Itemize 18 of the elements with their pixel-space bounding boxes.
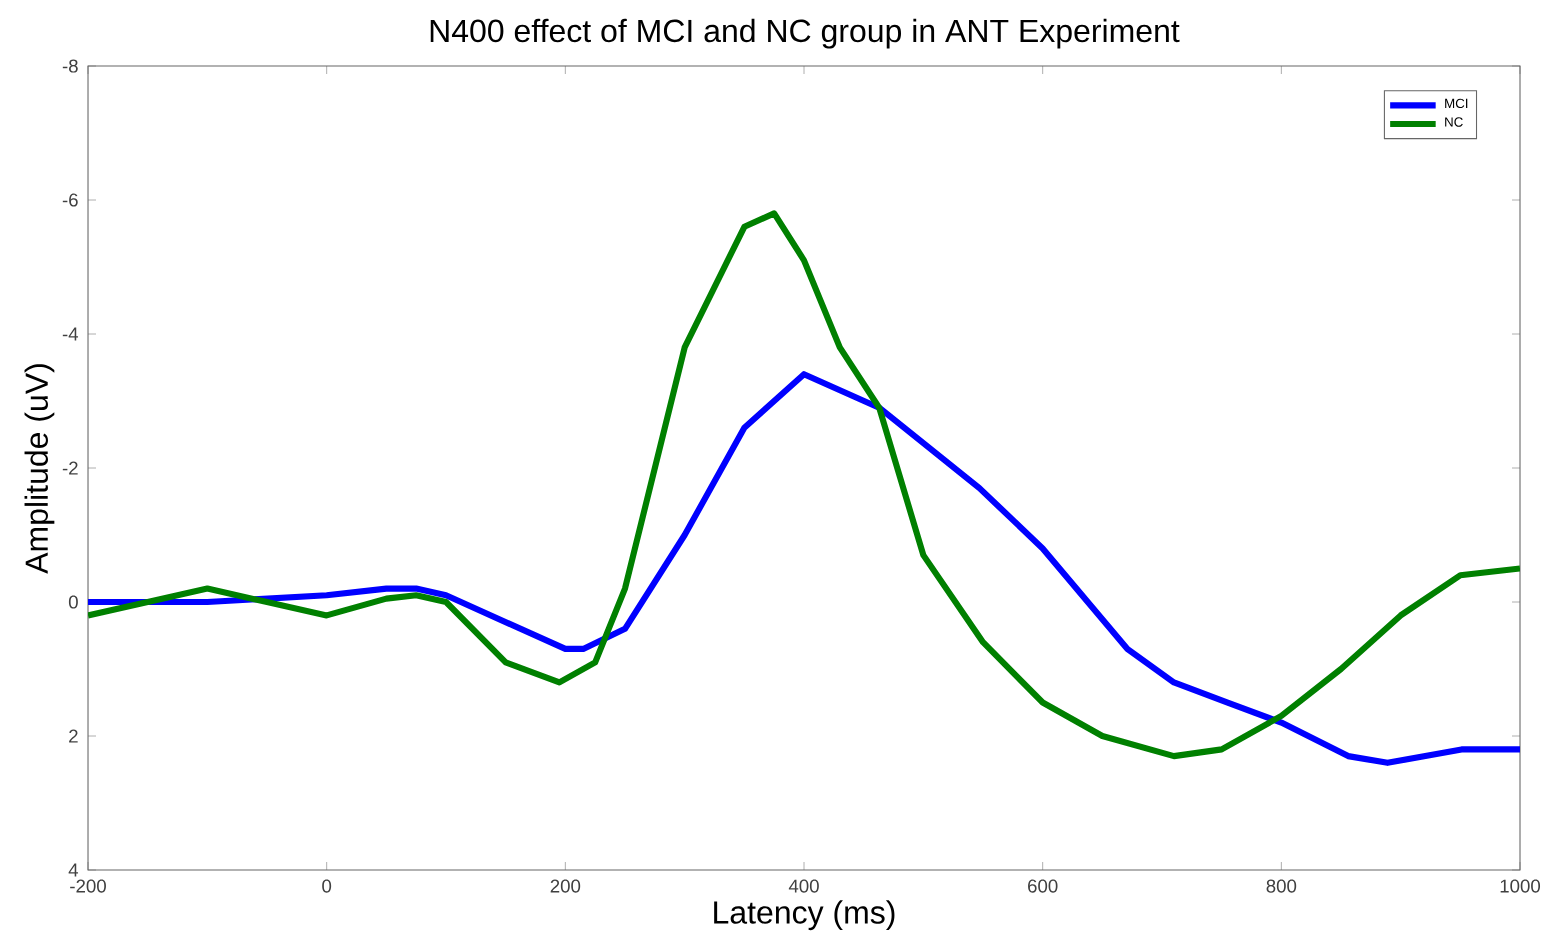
y-tick-label: -4 — [62, 327, 79, 341]
x-tick-label: 0 — [322, 879, 332, 893]
x-tick-label: 800 — [1266, 879, 1297, 893]
y-tick-label: 0 — [68, 595, 78, 609]
y-tick-label: -8 — [62, 59, 78, 73]
y-tick-label: -6 — [62, 193, 78, 207]
x-axis-title: Latency (ms) — [714, 900, 895, 931]
x-tick-label: 1000 — [1500, 879, 1541, 893]
x-tick-label: 600 — [1028, 879, 1058, 893]
y-axis-title: Amplitude (uV) — [24, 364, 55, 574]
line-series — [88, 210, 1520, 760]
y-tick-label: 4 — [68, 863, 79, 877]
y-tick-label: -2 — [62, 461, 78, 475]
x-tick-label: 200 — [550, 879, 581, 893]
chart-title: N400 effect of MCI and NC group in ANT Experiment — [430, 18, 1180, 49]
y-tick-label: 2 — [69, 729, 78, 743]
x-tick-label: 400 — [788, 879, 819, 893]
x-tick-label: -200 — [70, 879, 106, 893]
